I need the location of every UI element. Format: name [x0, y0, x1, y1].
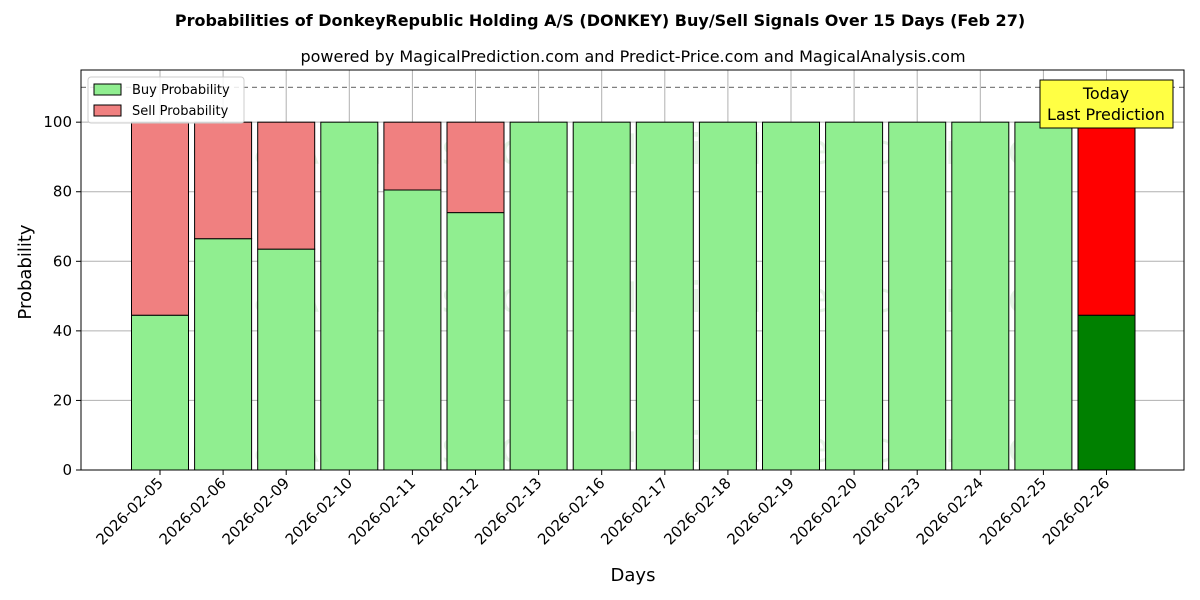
x-tick-label: 2026-02-05: [92, 474, 166, 548]
axes-frame: [80, 69, 1185, 471]
buy-bar: [572, 121, 631, 471]
legend-swatch: [93, 104, 122, 117]
buy-bar: [1014, 121, 1073, 471]
sell-bar: [1077, 121, 1136, 316]
legend: Buy Probability Sell Probability: [87, 76, 245, 124]
y-axis-label: Probability: [15, 224, 36, 319]
x-tick-label: 2026-02-11: [345, 474, 419, 548]
legend-box: [87, 76, 245, 124]
x-tick-label: 2026-02-25: [976, 474, 1050, 548]
annotation-box: [1039, 79, 1174, 129]
buy-bar: [257, 248, 316, 471]
y-tick-label: 100: [43, 113, 72, 131]
x-tick-label: 2026-02-19: [723, 474, 797, 548]
buy-bar: [446, 212, 505, 471]
x-tick-label: 2026-02-23: [850, 474, 924, 548]
x-tick-label: 2026-02-09: [219, 474, 293, 548]
bars: [131, 121, 1136, 471]
buy-bar: [635, 121, 694, 471]
x-tick-label: 2026-02-12: [408, 474, 482, 548]
annotation-line: Today: [1082, 84, 1129, 103]
buy-bar: [509, 121, 568, 471]
buy-bar: [1077, 314, 1136, 471]
x-tick-label: 2026-02-16: [534, 474, 608, 548]
buy-bar: [383, 189, 442, 471]
x-axis-ticks: 2026-02-052026-02-062026-02-092026-02-10…: [92, 470, 1113, 548]
x-tick-label: 2026-02-17: [597, 474, 671, 548]
buy-bar: [762, 121, 820, 471]
y-axis-ticks: 0 20 40 60 80 100: [43, 113, 81, 479]
x-axis-label: Days: [611, 565, 656, 586]
x-tick-label: 2026-02-13: [471, 474, 545, 548]
x-tick-label: 2026-02-18: [660, 474, 734, 548]
x-tick-label: 2026-02-24: [913, 474, 987, 548]
x-tick-label: 2026-02-26: [1039, 474, 1113, 548]
today-annotation: Today Last Prediction: [1039, 79, 1174, 129]
sell-bar: [383, 121, 442, 191]
x-tick-label: 2026-02-10: [282, 474, 356, 548]
buy-bar: [131, 314, 189, 471]
x-tick-label: 2026-02-20: [787, 474, 861, 548]
buy-bar: [951, 121, 1010, 471]
legend-label: Sell Probability: [132, 104, 229, 119]
sell-bar: [257, 121, 316, 250]
sell-bar: [131, 121, 189, 316]
y-tick-label: 60: [53, 252, 72, 270]
x-tick-label: 2026-02-06: [156, 474, 230, 548]
legend-swatch: [93, 83, 122, 96]
buy-bar: [825, 121, 884, 471]
sell-bar: [194, 121, 253, 240]
buy-bar: [888, 121, 947, 471]
sell-bar: [446, 121, 505, 214]
buy-bar: [320, 121, 379, 471]
annotation-line: Last Prediction: [1047, 105, 1165, 124]
y-tick-label: 80: [53, 183, 72, 201]
buy-bar: [194, 238, 253, 471]
y-tick-label: 0: [62, 461, 72, 479]
chart-subtitle: powered by MagicalPrediction.com and Pre…: [300, 47, 965, 66]
chart-title: Probabilities of DonkeyRepublic Holding …: [175, 11, 1025, 30]
legend-label: Buy Probability: [132, 83, 230, 98]
y-tick-label: 40: [53, 322, 72, 340]
y-tick-label: 20: [53, 391, 72, 409]
buy-bar: [698, 121, 757, 471]
